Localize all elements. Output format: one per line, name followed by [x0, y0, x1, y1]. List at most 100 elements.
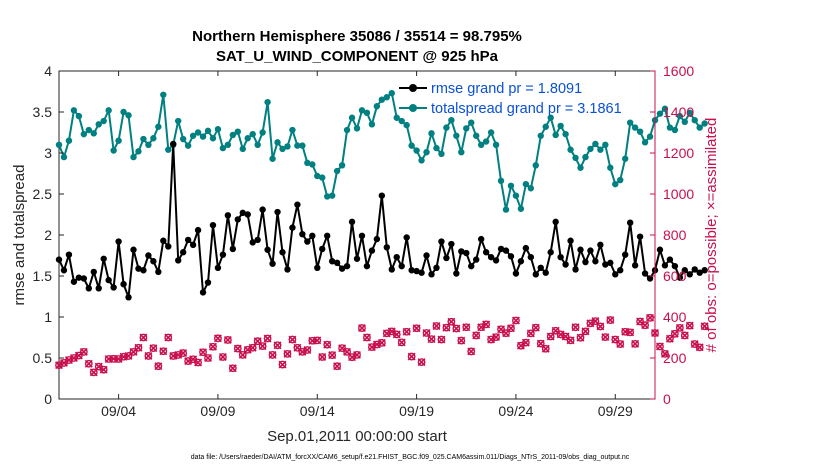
- obs-possible-point: [427, 335, 436, 344]
- obs-possible-point: [407, 352, 416, 361]
- totalspread-point: [239, 145, 246, 153]
- obs-assimilated-point: [452, 324, 461, 333]
- totalspread-point: [681, 118, 688, 126]
- rmse-point: [264, 246, 271, 253]
- obs-assimilated-point: [601, 333, 610, 342]
- rmse-point: [373, 235, 381, 243]
- obs-possible-point: [626, 328, 635, 337]
- rmse-point: [622, 251, 629, 258]
- y2-tick-label-6: 1200: [663, 145, 694, 161]
- obs-assimilated-point: [184, 357, 193, 366]
- rmse-point: [333, 259, 341, 267]
- rmse-point: [189, 241, 197, 249]
- obs-assimilated-point: [233, 344, 242, 353]
- obs-possible-point: [641, 321, 649, 330]
- rmse-point: [170, 140, 177, 148]
- rmse-point: [95, 285, 102, 292]
- obs-possible-point: [536, 339, 545, 348]
- rmse-point: [388, 266, 395, 273]
- totalspread-point: [423, 148, 430, 156]
- rmse-point: [696, 269, 703, 276]
- rmse-point: [691, 266, 698, 273]
- totalspread-point: [224, 141, 232, 148]
- obs-possible-point: [228, 364, 237, 373]
- obs-assimilated-point: [656, 342, 664, 351]
- obs-assimilated-point: [149, 344, 158, 353]
- obs-possible-point: [268, 351, 277, 359]
- rmse-point: [532, 271, 539, 278]
- rmse-point: [636, 233, 644, 240]
- obs-possible-point: [631, 339, 640, 348]
- totalspread-point: [343, 126, 351, 134]
- obs-assimilated-point: [427, 335, 436, 344]
- obs-assimilated-point: [397, 338, 406, 347]
- rmse-point: [418, 269, 425, 276]
- totalspread-point: [473, 132, 480, 139]
- totalspread-point: [314, 172, 321, 180]
- totalspread-point: [468, 119, 475, 126]
- obs-possible-point: [447, 317, 456, 326]
- obs-possible-point: [606, 316, 615, 324]
- totalspread-point: [209, 135, 217, 142]
- rmse-point: [408, 267, 415, 274]
- totalspread-point: [408, 142, 415, 149]
- obs-possible-point: [685, 321, 694, 330]
- obs-assimilated-point: [487, 335, 496, 344]
- obs-possible-point: [452, 324, 461, 333]
- obs-possible-point: [313, 336, 322, 345]
- totalspread-point: [189, 132, 197, 139]
- totalspread-point: [691, 117, 698, 124]
- x-axis-label: Sep.01,2011 00:00:00 start: [267, 428, 448, 445]
- rmse-point: [110, 284, 117, 291]
- rmse-point: [433, 264, 440, 271]
- rmse-point: [324, 232, 331, 240]
- totalspread-point: [512, 192, 520, 199]
- plot-area: [58, 70, 656, 400]
- obs-possible-point: [437, 335, 446, 344]
- rmse-point: [90, 268, 97, 276]
- rmse-point: [477, 235, 485, 243]
- y2-tick-label-1: 200: [663, 350, 687, 366]
- totalspread-point: [264, 98, 271, 106]
- obs-assimilated-point: [273, 341, 282, 350]
- obs-possible-point: [432, 322, 441, 330]
- totalspread-point: [254, 141, 261, 148]
- rmse-point: [378, 192, 386, 199]
- rmse-point: [398, 262, 405, 270]
- totalspread-point: [324, 193, 331, 200]
- rmse-point: [309, 232, 316, 240]
- totalspread-point: [398, 117, 405, 125]
- totalspread-point: [135, 148, 142, 155]
- rmse-point: [681, 267, 688, 274]
- totalspread-point: [502, 206, 510, 213]
- obs-assimilated-point: [60, 358, 68, 367]
- rmse-point: [676, 274, 684, 281]
- obs-assimilated-point: [531, 323, 540, 332]
- totalspread-point: [403, 121, 410, 129]
- rmse-point: [269, 260, 276, 267]
- obs-assimilated-point: [447, 317, 456, 326]
- obs-possible-point: [675, 323, 684, 332]
- obs-assimilated-point: [492, 333, 501, 342]
- obs-assimilated-point: [263, 334, 272, 343]
- obs-possible-point: [238, 351, 247, 359]
- y-tick-label-2: 1: [44, 309, 52, 325]
- totalspread-point: [428, 130, 435, 137]
- totalspread-point: [145, 141, 152, 148]
- rmse-point: [75, 274, 83, 281]
- totalspread-point: [458, 148, 465, 156]
- obs-assimilated-point: [636, 317, 645, 326]
- rmse-point: [631, 262, 639, 269]
- obs-possible-point: [512, 316, 520, 325]
- totalspread-point: [597, 146, 604, 153]
- obs-assimilated-point: [298, 347, 307, 356]
- totalspread-point: [338, 162, 346, 169]
- totalspread-point: [363, 109, 371, 117]
- rmse-point: [383, 244, 390, 251]
- obs-possible-point: [546, 332, 555, 341]
- obs-assimilated-point: [482, 320, 491, 329]
- rmse-series: [55, 140, 708, 301]
- rmse-point: [423, 252, 430, 259]
- rmse-point: [299, 230, 306, 238]
- obs-assimilated-point: [695, 343, 704, 352]
